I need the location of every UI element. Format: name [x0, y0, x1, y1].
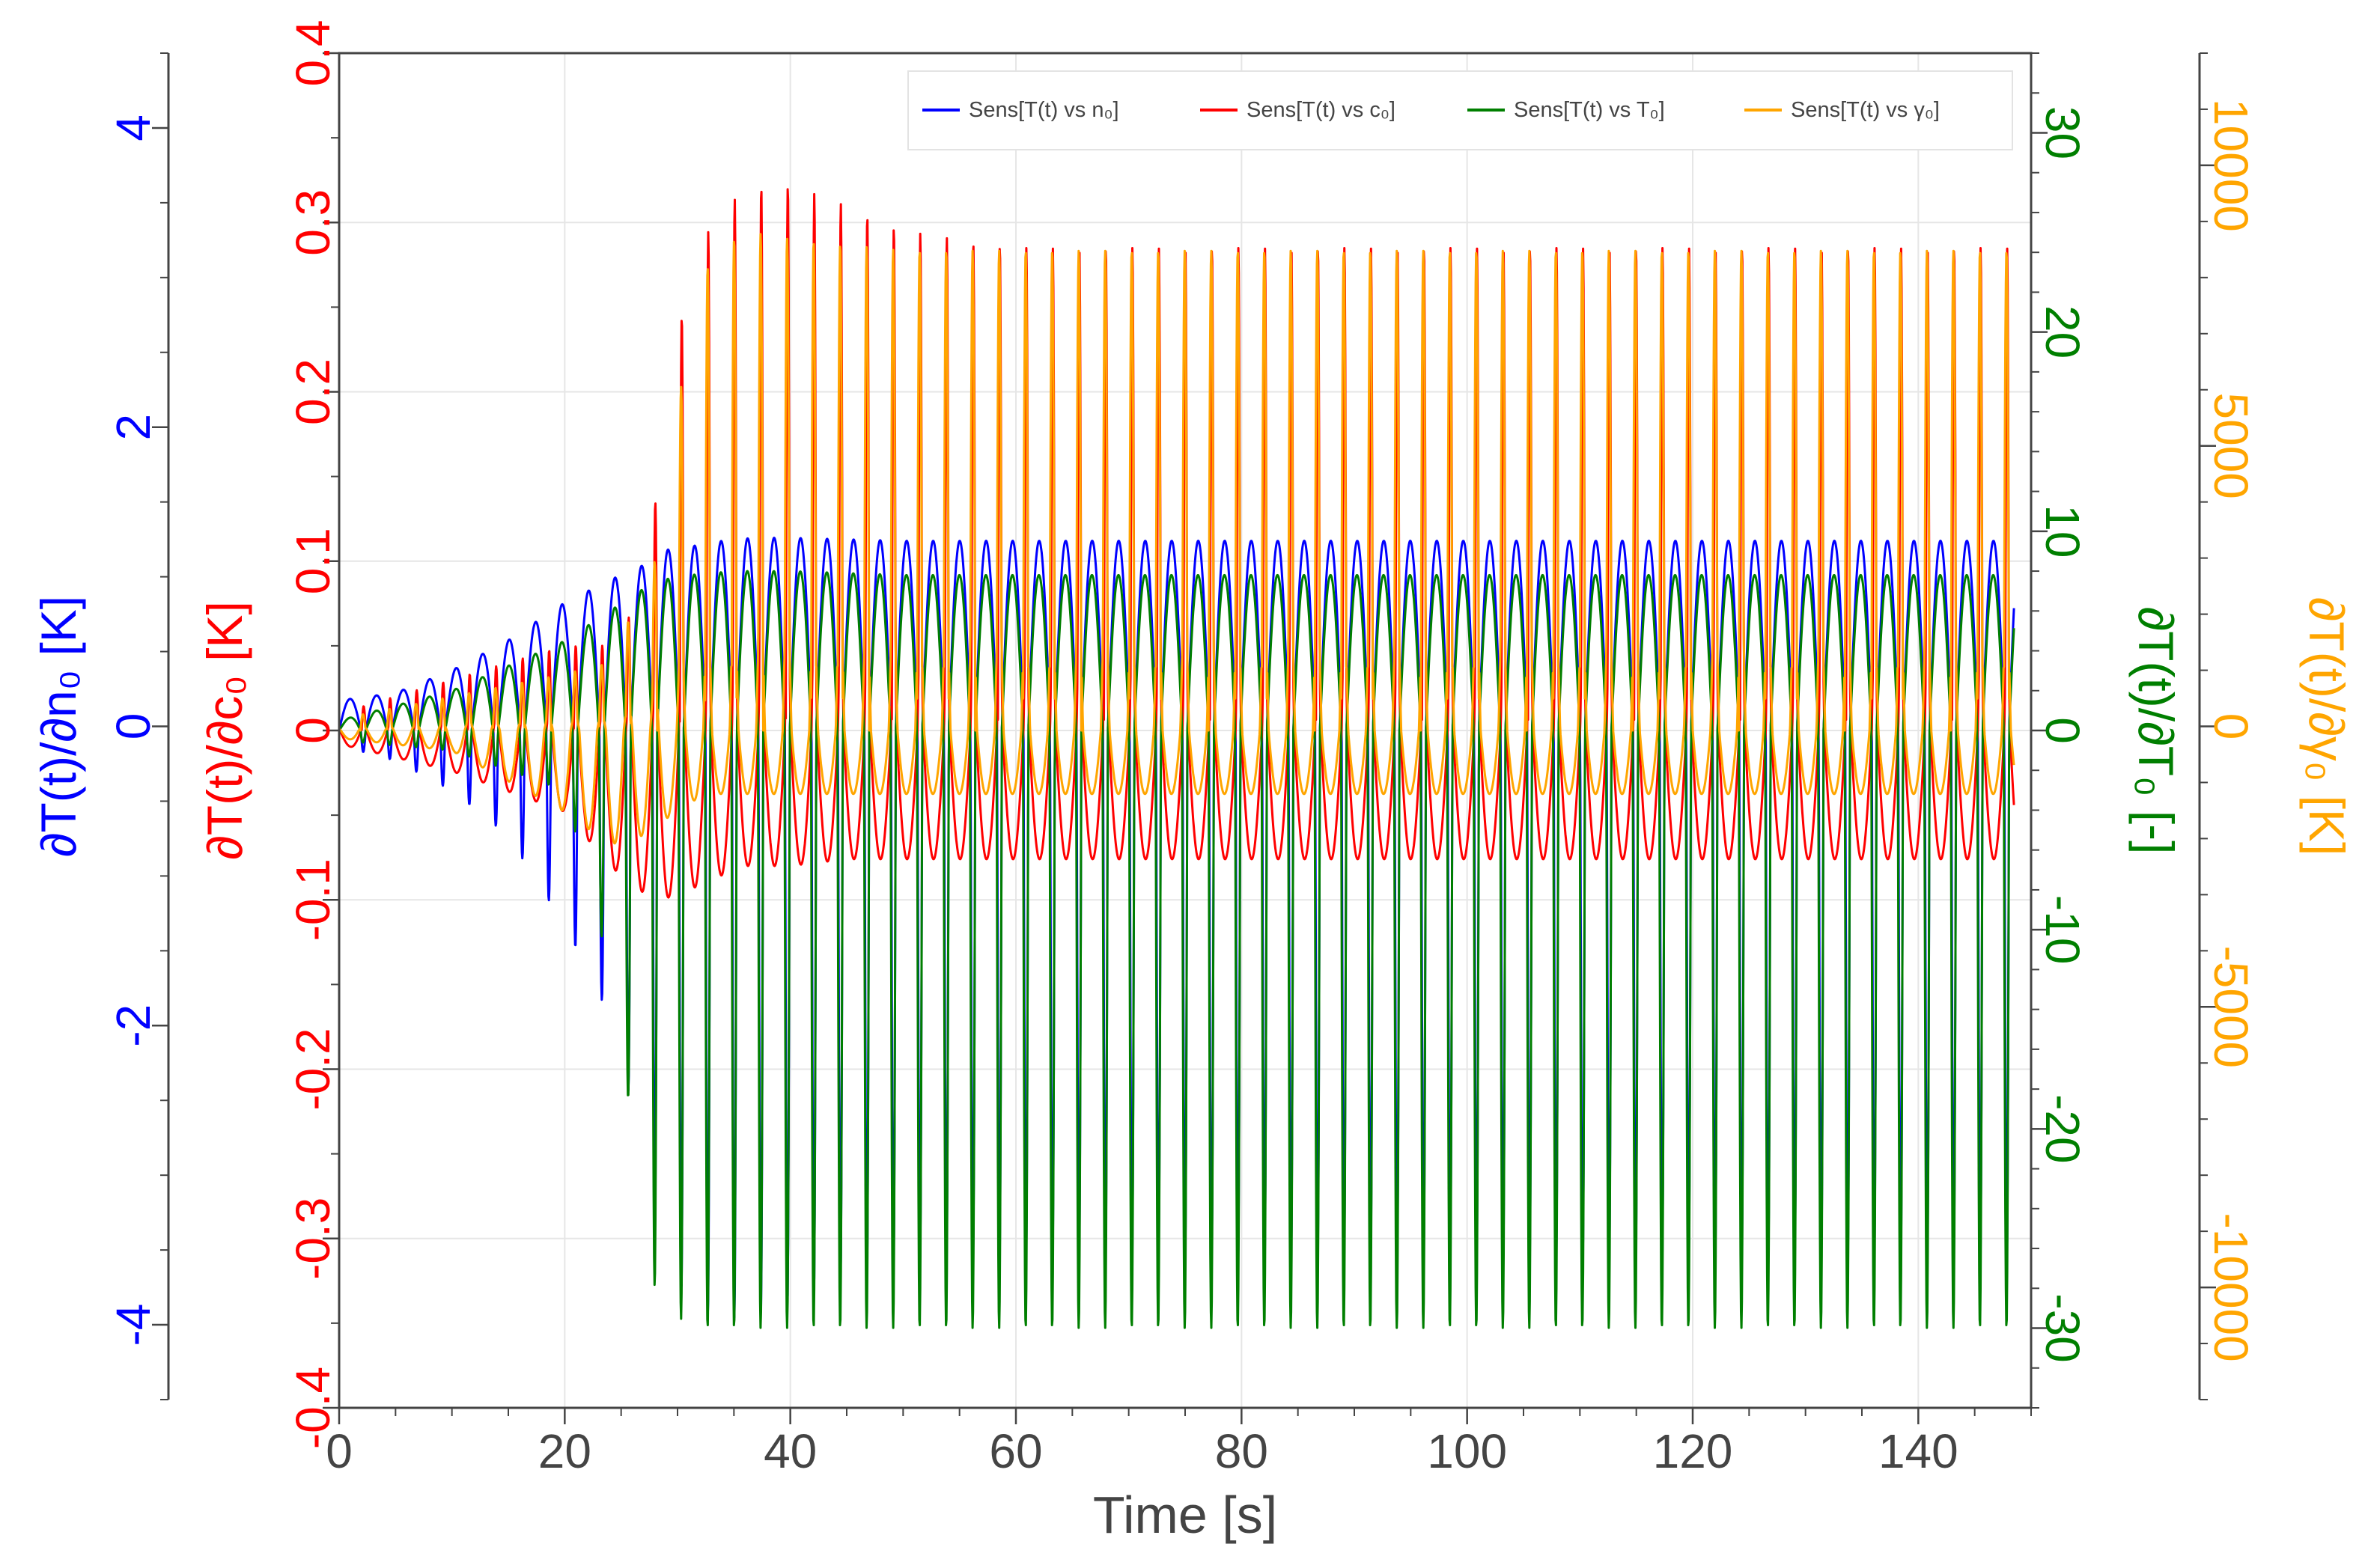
tick-label-T0: 0	[2036, 717, 2089, 744]
x-axis-label: Time [s]	[1093, 1486, 1277, 1544]
y-axis-n0: 4 2 0 -2 -4 ∂T(t)/∂n₀ [K]	[31, 52, 170, 1400]
tick-label-g0: 0	[2204, 713, 2258, 740]
tick-label-g0: -5000	[2204, 945, 2258, 1068]
tick-label-T0: 20	[2036, 305, 2089, 359]
tick-label-n0: 4	[106, 115, 160, 141]
tick-label-c0: 0.1	[286, 528, 340, 594]
series-line-T0	[338, 570, 2015, 1329]
x-axis: 0 20 40 60 80 100 120 140	[326, 1408, 2032, 1478]
legend-label-T0: Sens[T(t) vs T₀]	[1514, 98, 1665, 122]
tick-label-n0: -4	[106, 1304, 160, 1346]
tick-label-c0: 0.2	[286, 359, 340, 425]
tick-label-T0: 10	[2036, 504, 2089, 558]
plot-area	[338, 188, 2015, 1329]
x-tick-label: 80	[1215, 1424, 1268, 1478]
x-tick-label: 20	[538, 1424, 591, 1478]
tick-label-c0: -0.3	[286, 1198, 340, 1280]
tick-label-c0: -0.1	[286, 858, 340, 941]
tick-label-c0: 0	[286, 717, 340, 744]
x-tick-label: 40	[764, 1424, 817, 1478]
x-tick-label: 0	[326, 1424, 353, 1478]
tick-label-n0: 0	[106, 713, 160, 740]
axis-title-n0: ∂T(t)/∂n₀ [K]	[31, 596, 86, 857]
tick-label-c0: 0.3	[286, 189, 340, 256]
series-line-c0	[338, 188, 2015, 899]
legend-box	[907, 70, 2013, 150]
x-tick-label: 60	[989, 1424, 1042, 1478]
tick-label-n0: 2	[106, 414, 160, 441]
axis-title-T0: ∂T(t)/∂T₀ [-]	[2128, 607, 2184, 855]
series-line-g0	[338, 233, 2015, 845]
legend-label-g0: Sens[T(t) vs γ₀]	[1791, 98, 1940, 122]
x-tick-label: 140	[1878, 1424, 1958, 1478]
tick-label-g0: 10000	[2204, 99, 2258, 232]
tick-label-T0: -20	[2036, 1094, 2089, 1164]
legend-label-n0: Sens[T(t) vs n₀]	[969, 98, 1119, 122]
legend: Sens[T(t) vs n₀] Sens[T(t) vs c₀] Sens[T(t…	[907, 70, 2013, 150]
tick-label-T0: -10	[2036, 895, 2089, 965]
tick-label-g0: -10000	[2204, 1212, 2258, 1361]
tick-label-n0: -2	[106, 1004, 160, 1047]
tick-label-c0: -0.4	[286, 1367, 340, 1449]
tick-label-c0: 0.4	[286, 20, 340, 87]
axis-title-g0: ∂T(t)/∂γ₀ [K]	[2299, 597, 2355, 856]
y-axis-T0: 30 20 10 0 -10 -20 -30 ∂T(t)/∂T₀ [-]	[2030, 52, 2184, 1409]
axis-title-c0: ∂T(t)/∂c₀ [K]	[197, 601, 252, 860]
y-axis-c0: 0.4 0.3 0.2 0.1 0 -0.1 -0.2 -0.3 -0.4 ∂T(t)/∂c₀ […	[197, 20, 341, 1449]
tick-label-g0: 5000	[2204, 393, 2258, 499]
tick-label-T0: -30	[2036, 1293, 2089, 1363]
series-line-n0	[338, 537, 2015, 1319]
x-tick-label: 120	[1653, 1424, 1733, 1478]
y-axis-gamma0: 10000 5000 0 -5000 -10000 ∂T(t)/∂γ₀ [K]	[2198, 52, 2355, 1400]
tick-label-c0: -0.2	[286, 1028, 340, 1110]
legend-label-c0: Sens[T(t) vs c₀]	[1247, 98, 1395, 122]
x-tick-label: 100	[1427, 1424, 1507, 1478]
tick-label-T0: 30	[2036, 106, 2089, 159]
